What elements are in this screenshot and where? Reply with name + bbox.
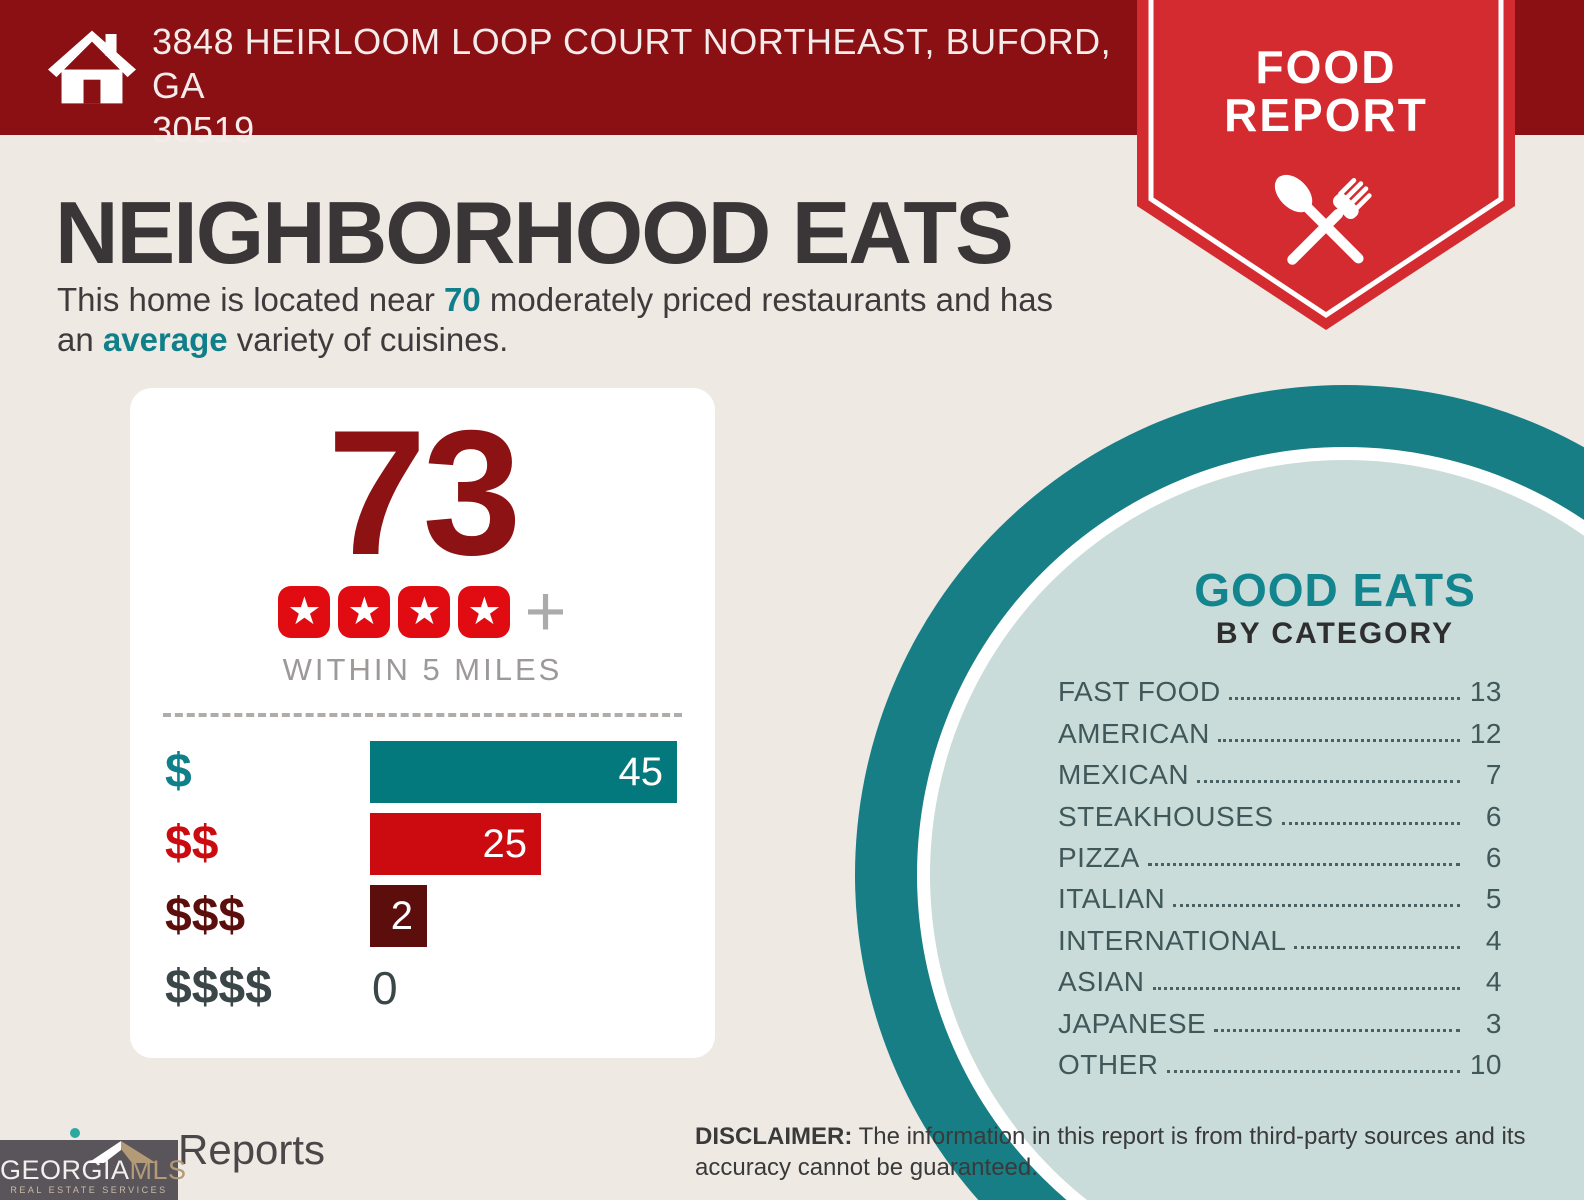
price-bar-value: 25 bbox=[482, 821, 528, 866]
georgia-mls-logo: GEORGIAMLS REAL ESTATE SERVICES bbox=[0, 1140, 186, 1200]
price-bar: 2 bbox=[370, 885, 427, 947]
star-row-badges: ★ ★ ★ ★ bbox=[278, 586, 511, 638]
category-value: 4 bbox=[1485, 924, 1502, 956]
price-bar-value: 2 bbox=[390, 893, 413, 938]
price-tier-label: $$ bbox=[165, 817, 219, 870]
category-row: JAPANESE 3 bbox=[1058, 999, 1502, 1040]
leader-dots bbox=[1294, 945, 1460, 949]
price-bar: 25 bbox=[370, 813, 541, 875]
reports-wordmark: Reports bbox=[178, 1126, 326, 1173]
price-bar-value: 45 bbox=[618, 749, 664, 794]
restaurant-score-card: 73 ★ ★ ★ ★ + WITHIN 5 MILES $ 45 $$ 25 $$$ … bbox=[130, 388, 715, 1058]
price-bar-row: $ 45 bbox=[130, 741, 715, 803]
category-list: FAST FOOD 13 AMERICAN 12 MEXICAN 7 STEAKHOU… bbox=[1058, 668, 1502, 1082]
star-rating: ★ ★ ★ ★ + bbox=[130, 572, 715, 652]
category-value: 6 bbox=[1485, 841, 1502, 873]
radius-label: WITHIN 5 MILES bbox=[282, 652, 563, 687]
price-bar: 45 bbox=[370, 741, 677, 803]
price-tier-label: $$$$ bbox=[165, 961, 272, 1014]
plus-sign: + bbox=[524, 572, 567, 652]
category-label: OTHER bbox=[1058, 1048, 1159, 1080]
price-bar-row: $$$ 2 bbox=[130, 885, 715, 947]
spoon-and-fork-icon bbox=[1274, 174, 1372, 265]
property-address: 3848 HEIRLOOM LOOP COURT NORTHEAST, BUFO… bbox=[152, 20, 1152, 152]
category-row: MEXICAN 7 bbox=[1058, 751, 1502, 792]
category-label: INTERNATIONAL bbox=[1058, 924, 1287, 956]
category-label: JAPANESE bbox=[1058, 1007, 1207, 1039]
price-bar-value: 0 bbox=[372, 962, 398, 1014]
price-tier-label: $ bbox=[165, 745, 192, 798]
leader-dots bbox=[1214, 1028, 1460, 1032]
address-line1: 3848 HEIRLOOM LOOP COURT NORTHEAST, BUFO… bbox=[152, 21, 1112, 106]
brand-name-part1: GEORGIA bbox=[0, 1155, 130, 1185]
category-value: 7 bbox=[1485, 759, 1502, 791]
price-tier-label: $$$ bbox=[165, 889, 246, 942]
category-row: FAST FOOD 13 bbox=[1058, 668, 1502, 709]
category-label: AMERICAN bbox=[1058, 717, 1210, 749]
star-icon: ★ bbox=[398, 586, 451, 638]
subtitle-mid: moderately priced restaurants and has an bbox=[57, 281, 1054, 358]
category-row: AMERICAN 12 bbox=[1058, 709, 1502, 750]
disclaimer-label: DISCLAIMER: bbox=[695, 1123, 853, 1150]
disclaimer: DISCLAIMER: The information in this repo… bbox=[695, 1121, 1545, 1183]
star-icon: ★ bbox=[278, 586, 331, 638]
category-value: 13 bbox=[1469, 676, 1502, 708]
dashed-divider bbox=[163, 713, 682, 717]
category-row: ITALIAN 5 bbox=[1058, 875, 1502, 916]
category-value: 5 bbox=[1485, 883, 1502, 915]
category-row: INTERNATIONAL 4 bbox=[1058, 916, 1502, 957]
price-bar-row: $$$$ 0 bbox=[130, 957, 715, 1019]
restaurant-score: 73 bbox=[327, 393, 522, 592]
price-bar-row: $$ 25 bbox=[130, 813, 715, 875]
brand-dot-icon bbox=[70, 1128, 80, 1138]
roof-icon bbox=[88, 1141, 156, 1163]
leader-dots bbox=[1228, 697, 1460, 701]
category-row: OTHER 10 bbox=[1058, 1041, 1502, 1082]
leader-dots bbox=[1152, 987, 1460, 991]
restaurant-count: 70 bbox=[444, 281, 481, 318]
leader-dots bbox=[1197, 780, 1460, 784]
category-label: ASIAN bbox=[1058, 966, 1145, 998]
ribbon-title-line1: FOOD bbox=[1256, 41, 1397, 93]
category-row: PIZZA 6 bbox=[1058, 834, 1502, 875]
disclaimer-text: The information in this report is from t… bbox=[695, 1123, 1526, 1181]
brand-name: GEORGIAMLS bbox=[0, 1155, 186, 1185]
leader-dots bbox=[1147, 862, 1460, 866]
variety-highlight: average bbox=[102, 321, 228, 358]
good-eats-title: GOOD EATS bbox=[1194, 564, 1476, 616]
category-label: ITALIAN bbox=[1058, 883, 1166, 915]
page-title: NEIGHBORHOOD EATS bbox=[55, 183, 1014, 282]
leader-dots bbox=[1173, 904, 1460, 908]
category-row: STEAKHOUSES 6 bbox=[1058, 792, 1502, 833]
food-report-ribbon: FOOD REPORT bbox=[1137, 0, 1515, 330]
category-label: PIZZA bbox=[1058, 841, 1140, 873]
leader-dots bbox=[1166, 1069, 1460, 1073]
subtitle-pre: This home is located near bbox=[57, 281, 445, 318]
brand-tagline: REAL ESTATE SERVICES bbox=[10, 1185, 168, 1195]
page-subtitle: This home is located near 70 moderately … bbox=[57, 280, 1072, 360]
category-value: 3 bbox=[1485, 1007, 1502, 1039]
address-line2: 30519 bbox=[152, 109, 255, 150]
category-value: 4 bbox=[1485, 966, 1502, 998]
good-eats-subtitle: BY CATEGORY bbox=[1215, 617, 1455, 650]
price-tier-bar-chart: $ 45 $$ 25 $$$ 2 $$$$ 0 bbox=[130, 741, 715, 1029]
leader-dots bbox=[1281, 821, 1460, 825]
leader-dots bbox=[1217, 738, 1460, 742]
subtitle-post: variety of cuisines. bbox=[227, 321, 509, 358]
category-value: 12 bbox=[1469, 717, 1502, 749]
home-icon bbox=[48, 30, 136, 104]
star-icon: ★ bbox=[458, 586, 511, 638]
category-value: 6 bbox=[1485, 800, 1502, 832]
category-label: FAST FOOD bbox=[1058, 676, 1221, 708]
category-row: ASIAN 4 bbox=[1058, 958, 1502, 999]
category-label: STEAKHOUSES bbox=[1058, 800, 1274, 832]
category-label: MEXICAN bbox=[1058, 759, 1190, 791]
category-value: 10 bbox=[1469, 1048, 1502, 1080]
star-icon: ★ bbox=[338, 586, 391, 638]
ribbon-title-line2: REPORT bbox=[1224, 89, 1428, 141]
